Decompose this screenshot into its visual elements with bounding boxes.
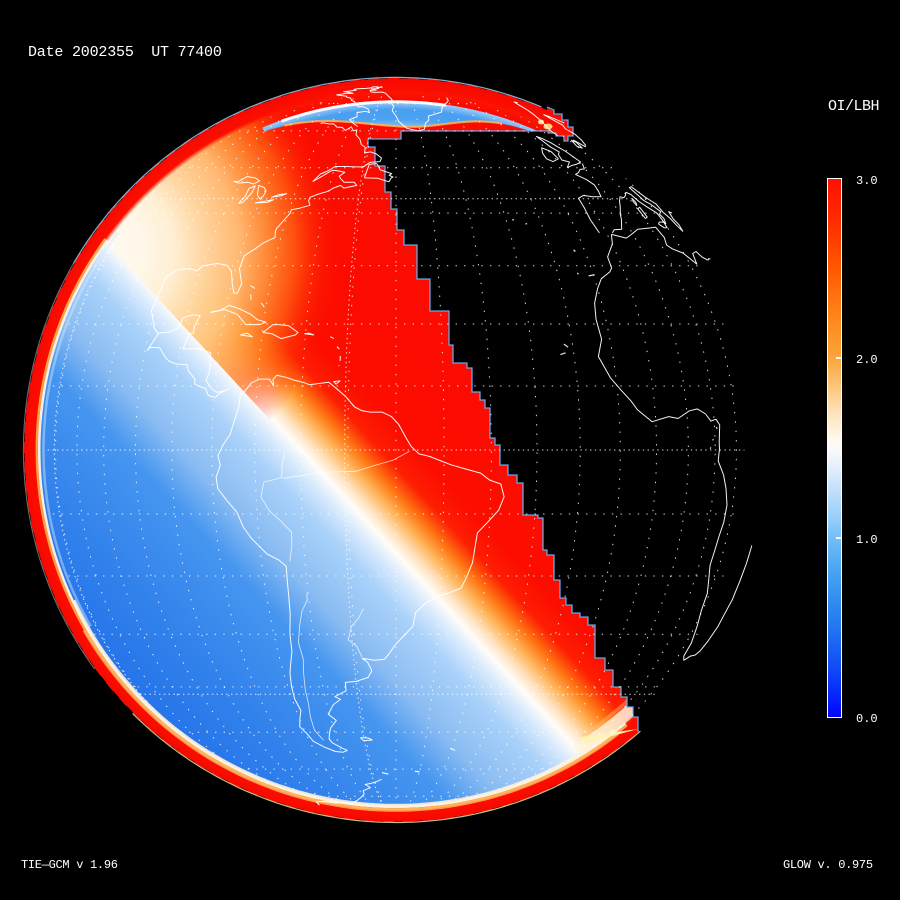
svg-text:0.0: 0.0 bbox=[856, 712, 878, 726]
svg-text:GLOW v. 0.975: GLOW v. 0.975 bbox=[783, 858, 873, 872]
svg-text:3.0: 3.0 bbox=[856, 174, 878, 188]
svg-text:OI/LBH: OI/LBH bbox=[828, 98, 879, 115]
svg-text:2.0: 2.0 bbox=[856, 353, 878, 367]
svg-text:Date 2002355 UT 77400: Date 2002355 UT 77400 bbox=[28, 44, 222, 61]
svg-text:1.0: 1.0 bbox=[856, 533, 878, 547]
svg-text:TIE—GCM v 1.96: TIE—GCM v 1.96 bbox=[21, 858, 118, 872]
